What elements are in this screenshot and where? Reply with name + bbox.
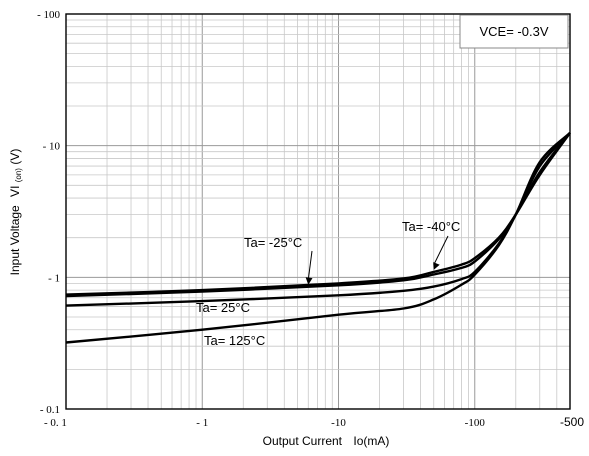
y-axis-symbol-sub: (on)	[14, 168, 23, 183]
series-layer	[65, 132, 571, 344]
annotation-ta-minus40: Ta= -40°C	[402, 219, 460, 234]
x-axis-title-text: Output Current	[263, 434, 343, 448]
x-tick-label: -10	[331, 417, 346, 429]
grid	[66, 14, 571, 409]
x-axis-symbol: Io(mA)	[353, 434, 389, 448]
y-tick-label: - 10	[43, 141, 61, 153]
x-axis-title: Output Current Io(mA)	[263, 434, 390, 448]
arrow-ta-minus40	[433, 235, 449, 266]
x-tick-label: -100	[465, 417, 486, 429]
x-tick-label: -500	[560, 415, 584, 429]
condition-box	[459, 14, 569, 49]
annotation-ta-125: Ta= 125°C	[204, 333, 265, 348]
plot-frame	[65, 13, 571, 410]
x-tick-label: - 1	[196, 417, 208, 429]
arrow-ta-minus25	[307, 250, 313, 280]
annotations: Ta= -40°C Ta= -25°C Ta= 25°C Ta= 125°C	[196, 219, 460, 348]
y-axis-title: Input Voltage VI (on) (V)	[8, 149, 24, 276]
arrowhead-ta-minus40	[433, 262, 440, 270]
annotation-ta-minus25: Ta= -25°C	[244, 235, 302, 250]
y-tick-label: - 1	[48, 272, 60, 284]
x-tick-label: - 0. 1	[44, 417, 67, 429]
condition-label: VCE= -0.3V	[479, 24, 548, 39]
y-axis-unit: (V)	[8, 149, 22, 165]
y-tick-labels: - 100 - 10 - 1 - 0.1	[37, 9, 60, 416]
x-tick-labels: - 0. 1 - 1 -10 -100 -500	[44, 415, 584, 429]
y-tick-label: - 0.1	[40, 404, 60, 416]
y-axis-symbol: VI	[8, 186, 22, 197]
y-axis-title-text: Input Voltage	[8, 205, 22, 275]
arrowhead-ta-minus25	[305, 277, 313, 285]
series-ta-minus40	[65, 132, 571, 296]
annotation-ta-25: Ta= 25°C	[196, 300, 250, 315]
y-tick-label: - 100	[37, 9, 60, 21]
series-ta-125	[65, 132, 571, 344]
